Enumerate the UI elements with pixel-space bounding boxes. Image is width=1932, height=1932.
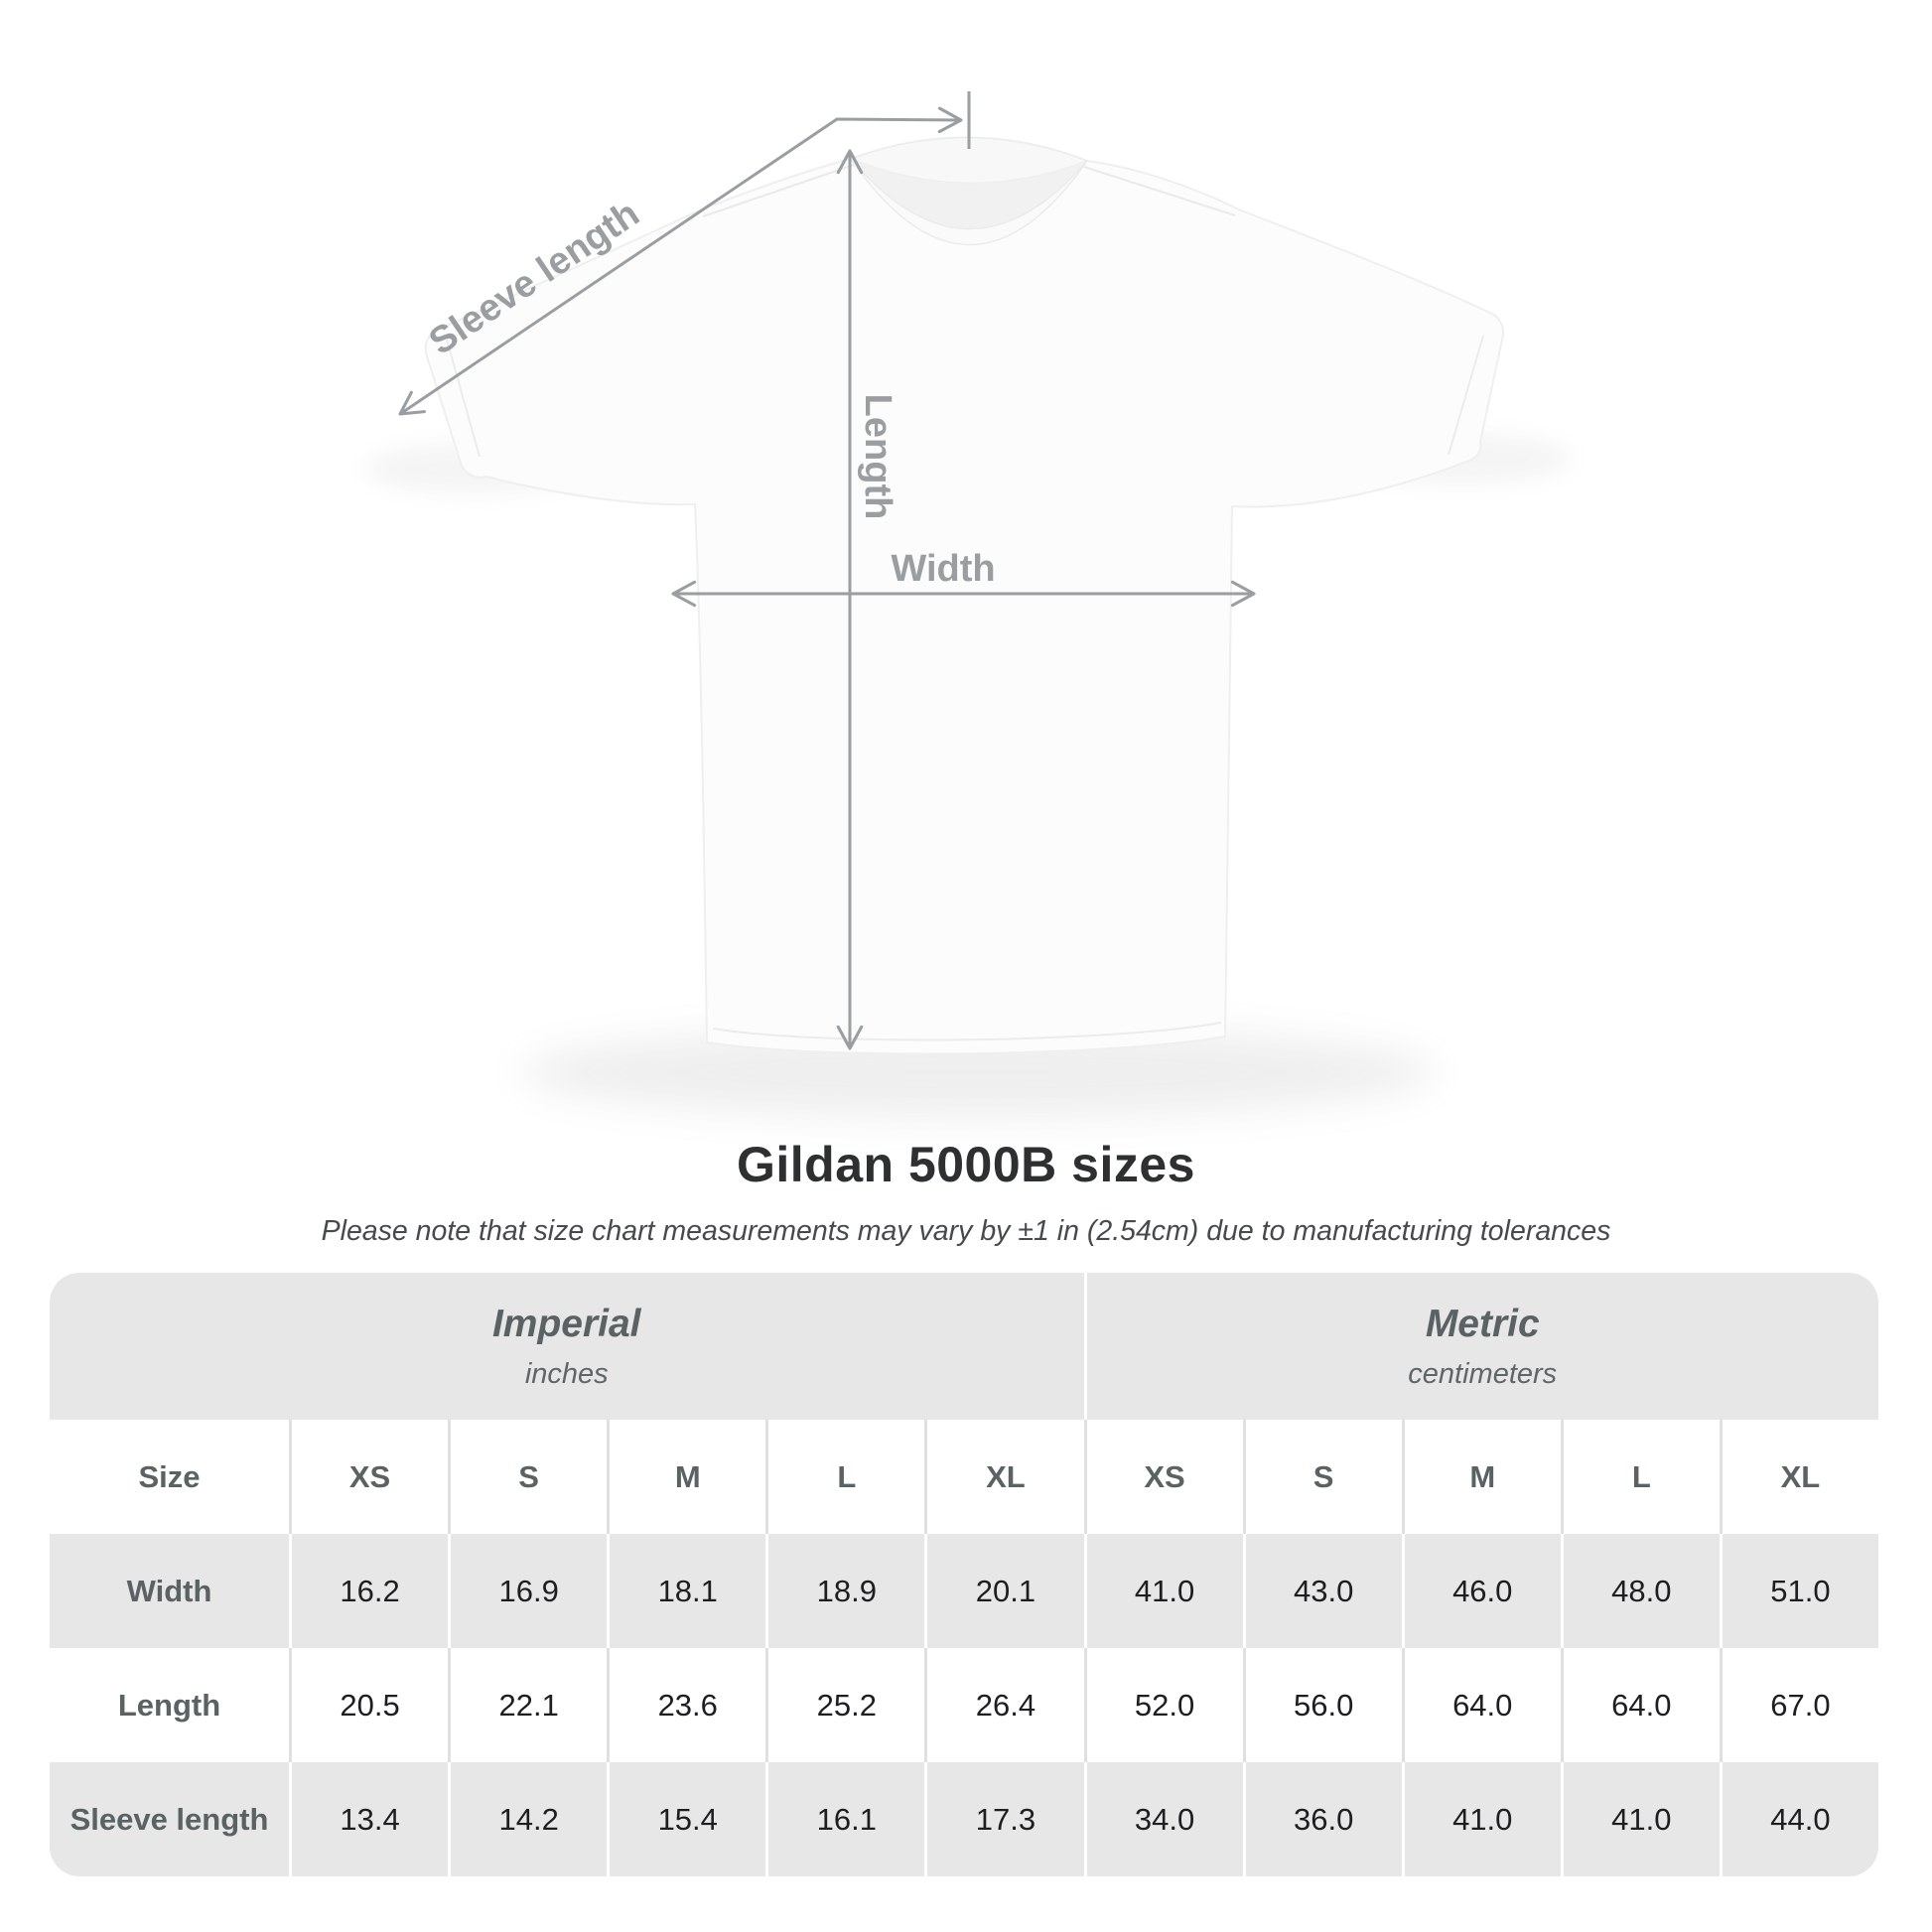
sleeve-metric-m: 41.0 (1401, 1762, 1561, 1876)
right-shoulder-seam (1083, 166, 1236, 216)
row-label-sleeve-length: Sleeve length (50, 1762, 289, 1876)
row-label-width: Width (50, 1534, 289, 1648)
hem-seam (712, 1022, 1222, 1041)
length-label: Length (857, 394, 898, 520)
size-header-metric-xs: XS (1083, 1420, 1243, 1534)
size-header-imperial-l: L (765, 1420, 924, 1534)
shirt-shadow (521, 1027, 1435, 1118)
length-metric-xs: 52.0 (1083, 1648, 1243, 1762)
width-label: Width (891, 548, 995, 590)
row-label-length: Length (117, 1687, 221, 1723)
sleeve-metric-s: 36.0 (1242, 1762, 1402, 1876)
length-metric-m: 64.0 (1401, 1648, 1561, 1762)
sleeve-imperial-s: 14.2 (448, 1762, 608, 1876)
length-metric-s: 56.0 (1242, 1648, 1402, 1762)
width-imperial-m: 18.1 (607, 1534, 766, 1648)
size-header-imperial-xs: XS (289, 1420, 448, 1534)
size-header-imperial-xl: XL (924, 1420, 1083, 1534)
width-imperial-xl: 20.1 (924, 1534, 1084, 1648)
metric-unit: centimeters (1408, 1357, 1558, 1390)
sleeve-length-arrow (398, 106, 963, 416)
sleeve-imperial-l: 16.1 (765, 1762, 925, 1876)
width-imperial-l: 18.9 (765, 1534, 925, 1648)
size-header-metric-l: L (1560, 1420, 1720, 1534)
length-imperial-xl: 26.4 (924, 1648, 1083, 1762)
width-imperial-xs: 16.2 (289, 1534, 449, 1648)
sleeve-metric-l: 41.0 (1560, 1762, 1720, 1876)
width-imperial-s: 16.9 (448, 1534, 608, 1648)
length-metric-xl: 67.0 (1719, 1648, 1878, 1762)
width-metric-s: 43.0 (1242, 1534, 1402, 1648)
sleeve-imperial-m: 15.4 (607, 1762, 766, 1876)
tshirt-body (424, 136, 1504, 1055)
length-imperial-s: 22.1 (448, 1648, 607, 1762)
width-metric-xl: 51.0 (1719, 1534, 1878, 1648)
width-metric-xs: 41.0 (1083, 1534, 1243, 1648)
metric-section-header: Metric centimeters (1083, 1273, 1878, 1420)
imperial-section-header: Imperial inches (50, 1273, 1084, 1420)
width-metric-m: 46.0 (1401, 1534, 1561, 1648)
length-imperial-l: 25.2 (765, 1648, 924, 1762)
size-header-metric-xl: XL (1719, 1420, 1878, 1534)
tolerance-note: Please note that size chart measurements… (321, 1215, 1611, 1247)
imperial-unit: inches (524, 1357, 609, 1390)
size-header-metric-s: S (1242, 1420, 1402, 1534)
right-cuff-seam (1448, 335, 1484, 456)
size-column-header: Size (138, 1458, 201, 1494)
metric-title: Metric (1425, 1302, 1540, 1345)
length-imperial-xs: 20.5 (289, 1648, 448, 1762)
size-header-metric-m: M (1401, 1420, 1561, 1534)
size-header-imperial-m: M (607, 1420, 765, 1534)
page-title: Gildan 5000B sizes (736, 1137, 1195, 1192)
sleeve-metric-xl: 44.0 (1719, 1762, 1878, 1876)
sleeve-metric-xs: 34.0 (1083, 1762, 1243, 1876)
sleeve-imperial-xl: 17.3 (924, 1762, 1084, 1876)
width-metric-l: 48.0 (1560, 1534, 1720, 1648)
imperial-title: Imperial (491, 1302, 641, 1345)
sleeve-imperial-xs: 13.4 (289, 1762, 449, 1876)
size-header-imperial-s: S (448, 1420, 607, 1534)
length-metric-l: 64.0 (1560, 1648, 1720, 1762)
size-table: Imperial inches Metric centimeters Size … (50, 1273, 1878, 1876)
length-imperial-m: 23.6 (607, 1648, 765, 1762)
